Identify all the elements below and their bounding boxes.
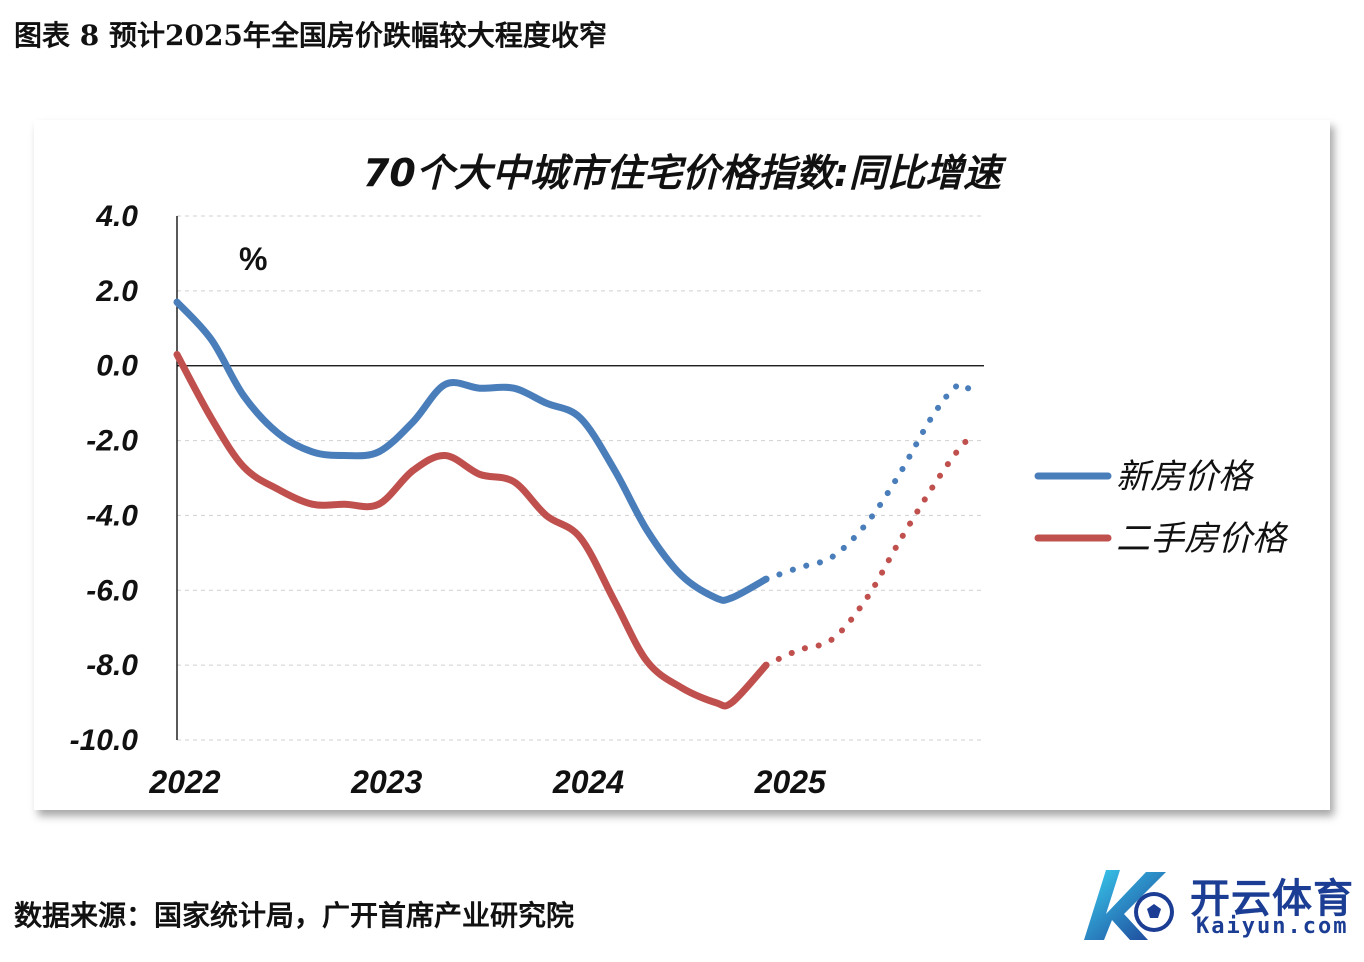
series-line-new-house: [173, 298, 770, 604]
y-tick-label: -4.0: [86, 499, 138, 532]
line-chart: 4.0 2.0 0.0 -2.0 -4.0 -6.0 -8.0 -10.0 2022 2023 20…: [70, 151, 1289, 800]
y-tick-label: 0.0: [96, 350, 138, 383]
axis-layer: [176, 216, 984, 740]
unit-label: %: [239, 241, 267, 277]
logo-text-cn: 开云体育: [1190, 876, 1354, 922]
chart-panel: 4.0 2.0 0.0 -2.0 -4.0 -6.0 -8.0 -10.0 2022 2023 20…: [34, 120, 1330, 810]
forecast-line-second-hand: [763, 430, 979, 669]
label-layer: 4.0 2.0 0.0 -2.0 -4.0 -6.0 -8.0 -10.0 2022 2023 20…: [70, 151, 1007, 800]
series-line-second-hand: [173, 351, 770, 710]
chart-title: 70个大中城市住宅价格指数:同比增速: [363, 151, 1007, 195]
x-tick-label: 2022: [148, 764, 220, 800]
legend-label: 新房价格: [1116, 457, 1255, 497]
x-tick-label: 2025: [754, 764, 827, 800]
logo-text-en: Kaiyun.com: [1196, 914, 1349, 939]
y-tick-label: -6.0: [86, 574, 138, 607]
soccer-ball-k-logo-icon: [1084, 870, 1174, 940]
y-tick-label: -10.0: [70, 724, 139, 757]
grid-layer: [177, 215, 984, 741]
y-tick-label: 4.0: [95, 200, 138, 233]
forecast-line-new-house: [763, 381, 979, 583]
legend-label: 二手房价格: [1116, 519, 1289, 559]
x-tick-label: 2023: [350, 764, 422, 800]
y-tick-label: 2.0: [95, 275, 138, 308]
figure-title: 图表 8 预计2025年全国房价跌幅较大程度收窄: [14, 19, 607, 52]
y-tick-label: -2.0: [86, 425, 138, 458]
brand-logo[interactable]: 开云体育 Kaiyun.com: [1076, 862, 1356, 948]
series-layer: [173, 298, 979, 710]
y-tick-label: -8.0: [86, 649, 138, 682]
source-note: 数据来源：国家统计局，广开首席产业研究院: [14, 899, 575, 932]
x-tick-label: 2024: [552, 764, 624, 800]
